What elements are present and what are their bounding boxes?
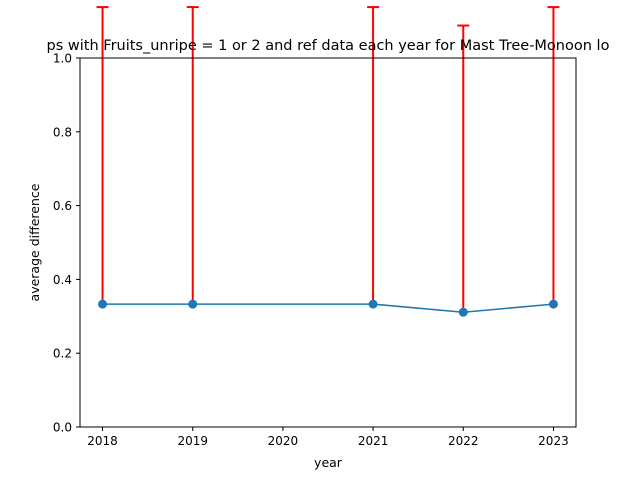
- data-point: [368, 299, 378, 309]
- x-tick-label: 2023: [538, 434, 569, 448]
- x-tick-label: 2020: [268, 434, 299, 448]
- y-axis-ticks: 0.0 0.2 0.4 0.6 0.8 1.0: [53, 52, 80, 435]
- x-axis-label: year: [314, 455, 343, 470]
- y-tick-label: 0.0: [53, 421, 72, 435]
- y-axis-label: average difference: [27, 183, 42, 301]
- x-axis-ticks: 2018 2019 2020 2021 2022 2023: [87, 427, 569, 448]
- chart-title: ps with Fruits_unripe = 1 or 2 and ref d…: [47, 38, 610, 54]
- y-tick-label: 0.8: [53, 125, 72, 139]
- x-tick-label: 2022: [448, 434, 479, 448]
- y-tick-label: 0.2: [53, 347, 72, 361]
- y-tick-label: 1.0: [53, 52, 72, 66]
- data-point: [188, 299, 198, 309]
- y-tick-label: 0.6: [53, 199, 72, 213]
- data-point: [98, 299, 108, 309]
- data-point: [548, 299, 558, 309]
- y-tick-label: 0.4: [53, 273, 72, 287]
- axes-frame: [79, 57, 577, 428]
- x-tick-label: 2019: [177, 434, 208, 448]
- x-tick-label: 2021: [358, 434, 389, 448]
- plot-area: [96, 6, 560, 317]
- x-tick-label: 2018: [87, 434, 118, 448]
- data-point: [458, 307, 468, 317]
